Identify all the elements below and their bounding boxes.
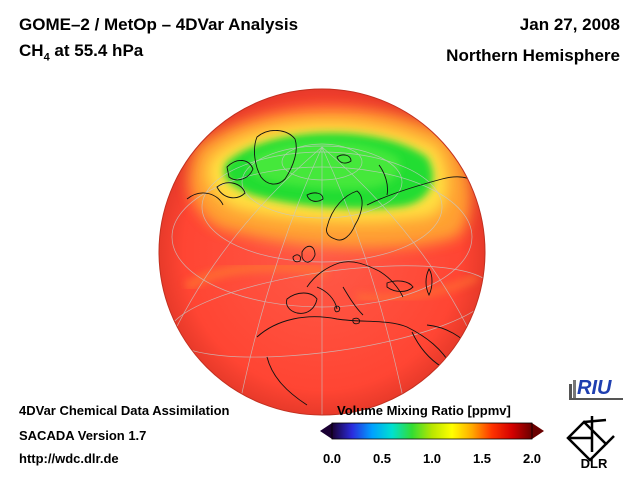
footer-version: SACADA Version 1.7 <box>19 428 147 443</box>
footer-method: 4DVar Chemical Data Assimilation <box>19 403 230 418</box>
dlr-logo-text: DLR <box>581 456 608 471</box>
colorbar-tick: 0.0 <box>322 451 342 466</box>
analysis-date: Jan 27, 2008 <box>519 15 620 34</box>
colorbar-max-arrow <box>532 423 544 439</box>
colorbar-tick: 1.5 <box>472 451 492 466</box>
map-title: GOME–2 / MetOp – 4DVar Analysis <box>19 15 299 34</box>
species-subscript: 4 <box>43 51 50 64</box>
colorbar <box>320 422 544 440</box>
globe-svg <box>158 88 486 416</box>
map-subtitle: CH4 at 55.4 hPa <box>19 41 143 63</box>
globe-outline <box>158 88 486 416</box>
colorbar-title: Volume Mixing Ratio [ppmv] <box>337 403 511 418</box>
colorbar-tick: 0.5 <box>372 451 392 466</box>
coastlines <box>186 130 478 406</box>
riu-logo: RIU <box>569 377 623 400</box>
colorbar-tick: 2.0 <box>522 451 542 466</box>
globe-field <box>159 89 485 415</box>
dlr-emblem-icon <box>566 416 615 462</box>
footer-url: http://wdc.dlr.de <box>19 451 119 466</box>
colorbar-gradient <box>332 423 532 439</box>
colorbar-min-arrow <box>320 423 332 439</box>
riu-logo-text: RIU <box>577 377 612 399</box>
pressure-level: at 55.4 hPa <box>49 41 144 60</box>
dlr-logo: DLR <box>566 416 615 471</box>
colorbar-tick: 1.0 <box>422 451 442 466</box>
globe-map <box>157 87 487 417</box>
hemisphere-label: Northern Hemisphere <box>446 46 620 65</box>
species-label: CH <box>19 41 44 60</box>
